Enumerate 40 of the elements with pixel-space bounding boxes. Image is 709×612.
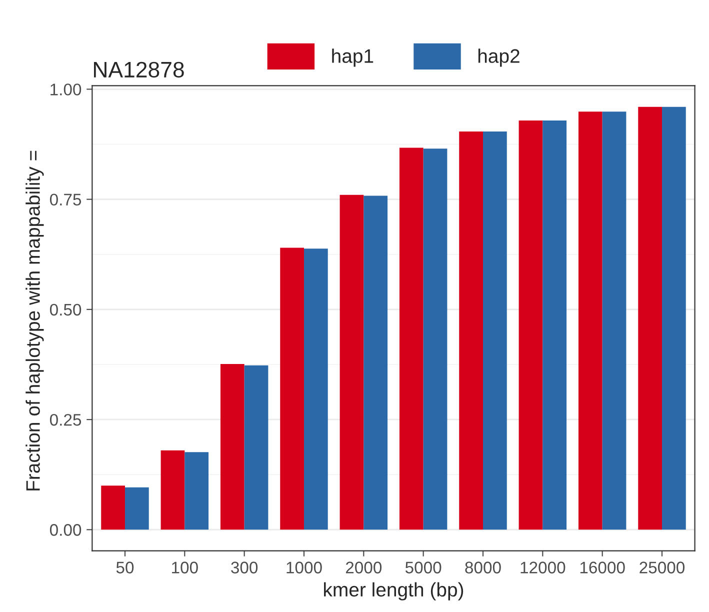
y-tick-label: 0.00: [50, 524, 82, 536]
bar: [124, 487, 149, 530]
chart-title: NA12878: [94, 62, 184, 78]
bar: [340, 194, 364, 530]
y-tick-label: 0.50: [50, 304, 82, 316]
x-tick-label: 25000: [640, 562, 685, 574]
x-tick-label: 300: [231, 562, 258, 574]
y-axis-title: Fraction of haplotype with mappability =: [26, 150, 44, 490]
bar: [280, 248, 304, 530]
x-tick-label: 2000: [346, 562, 382, 574]
x-tick-label: 1000: [286, 562, 322, 574]
bar: [220, 364, 244, 530]
x-tick-label: 12000: [520, 562, 566, 574]
legend-label: hap2: [478, 48, 520, 67]
y-tick-label: 0.75: [50, 194, 82, 206]
bar: [399, 148, 424, 530]
bar: [184, 452, 209, 530]
x-tick-label: 50: [116, 562, 134, 574]
bar: [638, 106, 662, 530]
x-tick-label: 5000: [405, 562, 442, 574]
x-tick-label: 8000: [465, 562, 501, 574]
bar: [364, 196, 388, 530]
x-axis-title: kmer length (bp): [324, 582, 464, 600]
bar: [244, 365, 268, 530]
bar: [542, 120, 567, 530]
y-tick-label: 0.25: [50, 414, 82, 426]
bar: [459, 131, 483, 530]
legend-label: hap1: [332, 48, 374, 67]
bar: [101, 486, 125, 530]
bar: [662, 106, 686, 530]
bar: [518, 120, 543, 530]
y-tick-label: 1.00: [50, 84, 82, 96]
bar: [304, 248, 328, 530]
bar: [423, 148, 448, 530]
bar: [578, 112, 602, 530]
x-tick-label: 16000: [580, 562, 625, 574]
bar: [482, 131, 507, 530]
bar: [160, 450, 185, 530]
x-tick-label: 100: [172, 562, 198, 574]
bar: [602, 112, 626, 530]
